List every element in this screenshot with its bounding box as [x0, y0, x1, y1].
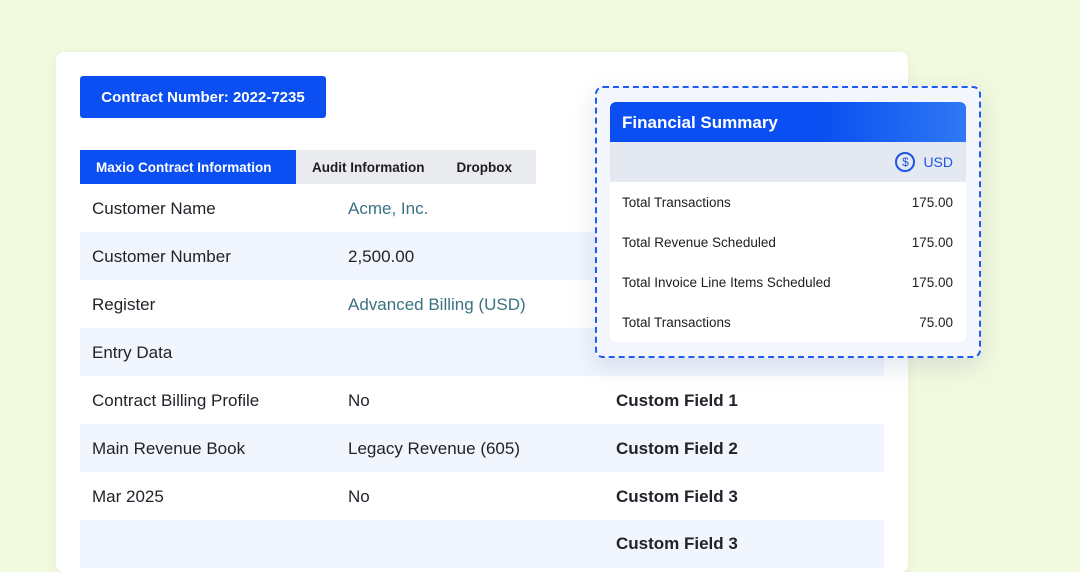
- currency-label: USD: [923, 154, 953, 170]
- row-label: Contract Billing Profile: [92, 391, 260, 410]
- row-value: 2,500.00: [348, 247, 415, 266]
- summary-row: Total Transactions 175.00: [610, 182, 966, 222]
- summary-value: 75.00: [919, 314, 953, 330]
- tab-maxio-contract-information[interactable]: Maxio Contract Information: [80, 150, 296, 184]
- row-label: Entry Data: [92, 343, 173, 362]
- row-value: No: [348, 391, 370, 410]
- currency-bar: $ USD: [610, 142, 966, 182]
- table-row: Register Advanced Billing (USD): [80, 280, 884, 328]
- row-label: Mar 2025: [92, 487, 164, 506]
- contract-number-button[interactable]: Contract Number: 2022-7235: [80, 76, 326, 118]
- row-value: No: [348, 487, 370, 506]
- financial-summary-title: Financial Summary: [610, 102, 966, 142]
- summary-label: Total Transactions: [622, 194, 731, 210]
- tab-audit-information[interactable]: Audit Information: [312, 159, 425, 175]
- table-row: Customer Name Acme, Inc.: [80, 184, 884, 232]
- table-row: Contract Billing Profile No Custom Field 1: [80, 376, 884, 424]
- summary-value: 175.00: [911, 194, 953, 210]
- row-label: Main Revenue Book: [92, 439, 246, 458]
- summary-row: Total Revenue Scheduled 175.00: [610, 222, 966, 262]
- row-value: Legacy Revenue (605): [348, 439, 521, 458]
- financial-summary-card: Financial Summary $ USD Total Transactio…: [610, 102, 966, 342]
- summary-label: Total Invoice Line Items Scheduled: [622, 274, 831, 290]
- table-row: Main Revenue Book Legacy Revenue (605) Cus…: [80, 424, 884, 472]
- summary-row: Total Transactions 75.00: [610, 302, 966, 342]
- summary-value: 175.00: [911, 234, 953, 250]
- row-label: Register: [92, 295, 156, 314]
- custom-field-label: Custom Field 3: [616, 534, 738, 553]
- financial-summary-popup: Financial Summary $ USD Total Transactio…: [595, 86, 981, 358]
- dollar-circle-icon: $: [895, 152, 916, 172]
- row-value-link[interactable]: Acme, Inc.: [348, 199, 429, 218]
- tab-dropbox[interactable]: Dropbox: [456, 159, 512, 175]
- row-label: Customer Number: [92, 247, 231, 266]
- row-value-link[interactable]: Advanced Billing (USD): [348, 295, 526, 314]
- summary-label: Total Transactions: [622, 314, 731, 330]
- custom-field-label: Custom Field 1: [616, 391, 738, 410]
- tab-bar: Maxio Contract Information Audit Informa…: [80, 150, 536, 184]
- summary-row: Total Invoice Line Items Scheduled 175.00: [610, 262, 966, 302]
- row-label: Customer Name: [92, 199, 216, 218]
- table-row: Mar 2025 No Custom Field 3: [80, 472, 884, 520]
- table-row: Custom Field 3: [80, 520, 884, 568]
- summary-value: 175.00: [911, 274, 953, 290]
- custom-field-label: Custom Field 2: [616, 439, 738, 458]
- summary-label: Total Revenue Scheduled: [622, 234, 776, 250]
- custom-field-label: Custom Field 3: [616, 487, 738, 506]
